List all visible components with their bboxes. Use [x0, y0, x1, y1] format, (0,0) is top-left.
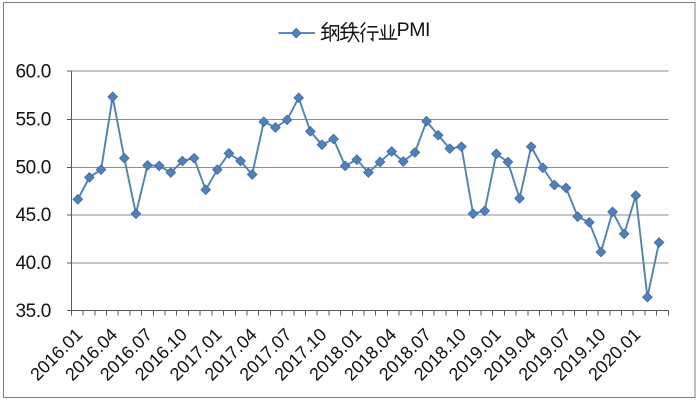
svg-text:35.0: 35.0	[16, 301, 51, 322]
svg-text:60.0: 60.0	[16, 62, 51, 83]
svg-text:55.0: 55.0	[16, 109, 51, 130]
svg-text:45.0: 45.0	[16, 205, 51, 226]
svg-text:50.0: 50.0	[16, 157, 51, 178]
svg-text:PMI: PMI	[397, 19, 430, 41]
svg-text:40.0: 40.0	[16, 253, 51, 274]
